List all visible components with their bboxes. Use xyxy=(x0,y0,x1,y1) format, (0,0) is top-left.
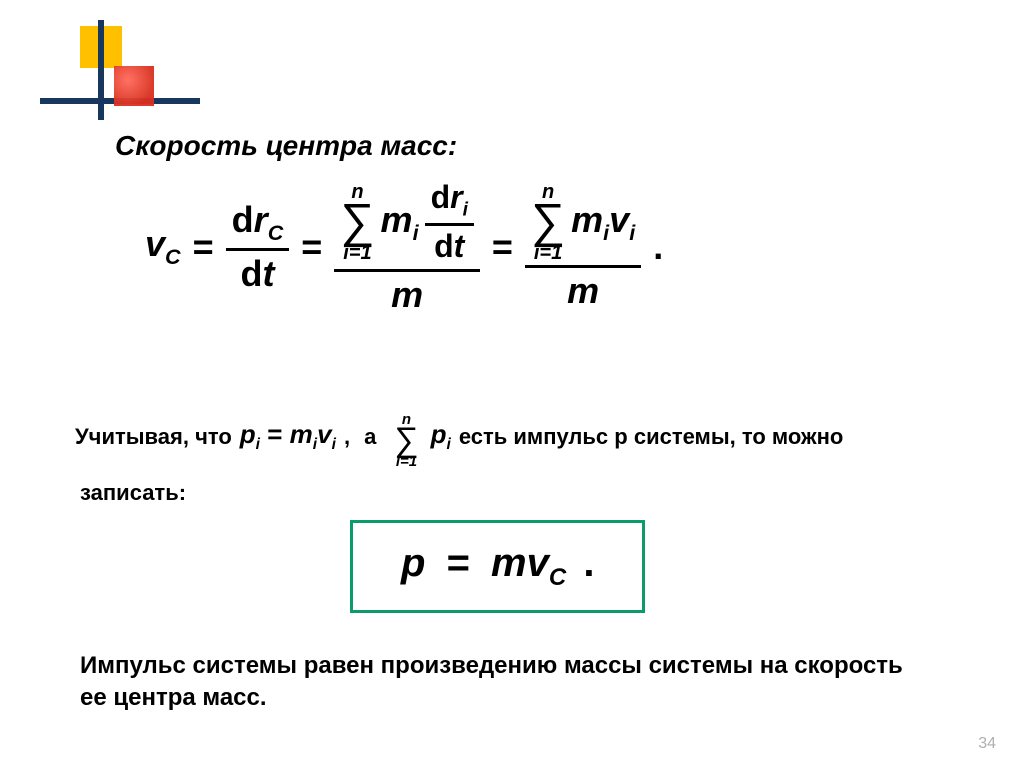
sum-symbol: n ∑ i=1 xyxy=(531,182,565,263)
equation-velocity-center-mass: vC = drC dt = n ∑ i=1 mi dri dt m = n xyxy=(145,175,663,318)
deco-axis-vertical xyxy=(98,20,104,120)
eq-frac-drc-dt: drC dt xyxy=(226,197,290,297)
sum-symbol: n ∑ i=1 xyxy=(340,182,374,263)
eq-frac-sum-mivi-over-m: n ∑ i=1 mivi m xyxy=(525,180,641,314)
slide-number: 34 xyxy=(978,735,996,753)
equation-momentum-box: p = mvC . xyxy=(350,520,645,613)
eq-lhs: vC xyxy=(145,223,181,270)
eq-sign: = xyxy=(301,226,322,268)
sum-symbol-inline: n ∑ i=1 xyxy=(394,412,418,469)
middle-text-line1: Учитывая, что pi = mivi , а n ∑ i=1 pi е… xyxy=(75,408,975,465)
section-heading: Скорость центра масс: xyxy=(115,130,457,162)
eq-sign: = xyxy=(193,226,214,268)
middle-text-line2: записать: xyxy=(80,480,186,506)
conclusion-text: Импульс системы равен произведению массы… xyxy=(80,650,930,715)
eq-period: . xyxy=(653,226,663,268)
slide-decoration xyxy=(40,20,160,120)
deco-square-red xyxy=(114,66,154,106)
eq-sign: = xyxy=(492,226,513,268)
eq-frac-sum-midri-over-m: n ∑ i=1 mi dri dt m xyxy=(334,175,480,318)
